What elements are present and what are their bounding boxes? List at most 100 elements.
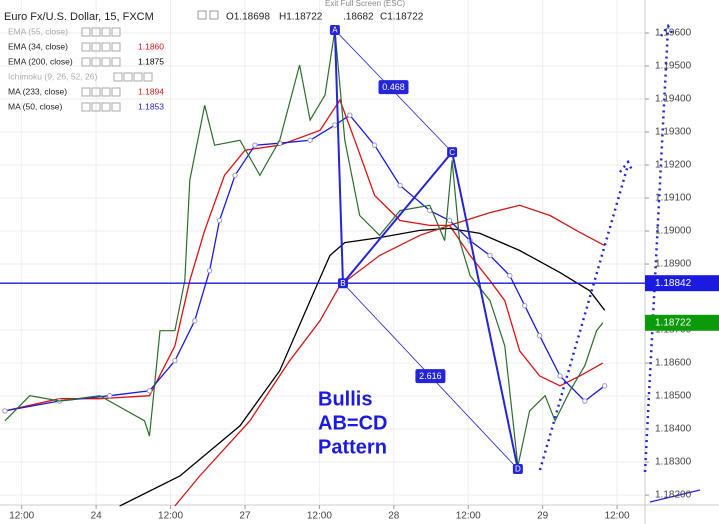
y-tick-label: 1.18400 [655, 424, 692, 435]
x-tick-label: 27 [239, 511, 251, 522]
y-tick-label: 1.19300 [655, 127, 692, 138]
legend-icon [81, 42, 91, 52]
indicator-marker [216, 217, 223, 224]
indicator-line [119, 227, 606, 507]
y-tick-label: 1.18300 [655, 457, 692, 468]
legend-value: 1.1875 [138, 56, 164, 66]
x-tick-label: 12:00 [158, 511, 183, 522]
indicator-marker [146, 388, 153, 394]
indicator-marker [252, 142, 258, 148]
legend-icon [101, 87, 111, 97]
ohlc-high: H1.18722 [279, 12, 323, 23]
indicator-marker [107, 393, 113, 399]
pattern-leg [333, 30, 344, 284]
legend-icon [123, 72, 133, 82]
indicator-marker [172, 358, 178, 364]
legend-icon [91, 42, 101, 52]
plot-area [0, 0, 645, 507]
legend-icon [101, 27, 111, 37]
tooltip: Exit Full Screen (ESC) [325, 0, 405, 8]
pattern-point-label: D [515, 465, 521, 474]
trend-line [649, 489, 701, 503]
y-tick-label: 1.19200 [655, 160, 692, 171]
legend-icon [111, 27, 121, 37]
legend-icon [91, 102, 101, 112]
legend-icon [111, 57, 121, 67]
pattern-point [447, 147, 458, 158]
projection-arrow [619, 159, 635, 173]
legend-name: EMA (34, close) [8, 41, 68, 51]
icon [209, 10, 219, 20]
y-tick-label: 1.18200 [655, 490, 692, 501]
indicator-marker [371, 142, 378, 148]
legend-name: MA (50, close) [8, 101, 62, 111]
y-tick-label: 1.18600 [655, 358, 692, 369]
legend-value: 1.1894 [138, 86, 164, 96]
indicator-marker [582, 398, 588, 404]
x-tick-label: 12:00 [9, 511, 34, 522]
legend-value: 1.1853 [138, 101, 164, 111]
pattern-point-label: C [449, 148, 455, 157]
x-tick-label: 24 [91, 511, 103, 522]
indicator-marker [192, 318, 198, 324]
legend-icon [101, 42, 111, 52]
indicator-marker [2, 408, 8, 414]
indicator-line [4, 98, 604, 412]
pattern-point-label: A [332, 26, 338, 35]
projection-line [538, 164, 630, 471]
x-tick-label: 12:00 [456, 511, 481, 522]
legend-icon [91, 27, 101, 37]
legend-name: EMA (200, close) [8, 56, 73, 66]
legend-icon [101, 102, 111, 112]
pattern-point [512, 464, 523, 475]
annotation: Bullis [318, 388, 372, 410]
indicator-line [174, 204, 606, 507]
legend-icon [133, 72, 143, 82]
ohlc-close: C1.18722 [380, 12, 424, 23]
legend-name: Ichimoku (9, 26, 52, 26) [8, 71, 97, 81]
price-badge-label: 1.18842 [655, 278, 692, 289]
projection-arrow [659, 23, 676, 37]
legend-icon [81, 27, 91, 37]
indicator-marker [397, 182, 403, 189]
legend-icon [111, 102, 121, 112]
pattern-point [329, 25, 340, 36]
x-tick-label: 12:00 [307, 511, 332, 522]
indicator-marker [232, 172, 238, 178]
pattern-leg [451, 151, 519, 470]
ratio-box [415, 369, 446, 384]
indicator-marker [307, 137, 313, 143]
indicator-marker [557, 373, 563, 379]
y-tick-label: 1.19100 [655, 193, 692, 204]
indicator-marker [536, 332, 543, 339]
annotation: AB=CD [318, 412, 387, 434]
legend-icon [111, 42, 121, 52]
indicator-marker [507, 272, 513, 279]
last-price-label: 1.18722 [655, 317, 692, 328]
legend-icon [81, 102, 91, 112]
projection-line [643, 27, 670, 473]
indicator-marker [487, 252, 493, 259]
legend-icon [91, 57, 101, 67]
annotation: Pattern [318, 436, 387, 458]
icon [197, 10, 207, 20]
pattern-leg [342, 151, 453, 284]
ratio-label: 0.468 [382, 82, 405, 92]
legend-icon [111, 87, 121, 97]
pattern-point [337, 278, 348, 289]
x-tick-label: 28 [388, 511, 400, 522]
y-tick-label: 1.19600 [655, 28, 692, 39]
indicator-marker [446, 217, 453, 224]
indicator-marker [521, 302, 528, 309]
legend-icon [81, 87, 91, 97]
indicator-marker [601, 383, 608, 389]
y-tick-label: 1.19000 [655, 226, 692, 237]
indicator-marker [347, 112, 353, 118]
x-tick-label: 12:00 [605, 511, 630, 522]
legend-icon [113, 72, 123, 82]
symbol-title: Euro Fx/U.S. Dollar, 15, FXCM [4, 11, 154, 23]
x-tick-label: 29 [537, 511, 549, 522]
pattern-point-label: B [340, 279, 345, 288]
y-tick-label: 1.18500 [655, 391, 692, 402]
